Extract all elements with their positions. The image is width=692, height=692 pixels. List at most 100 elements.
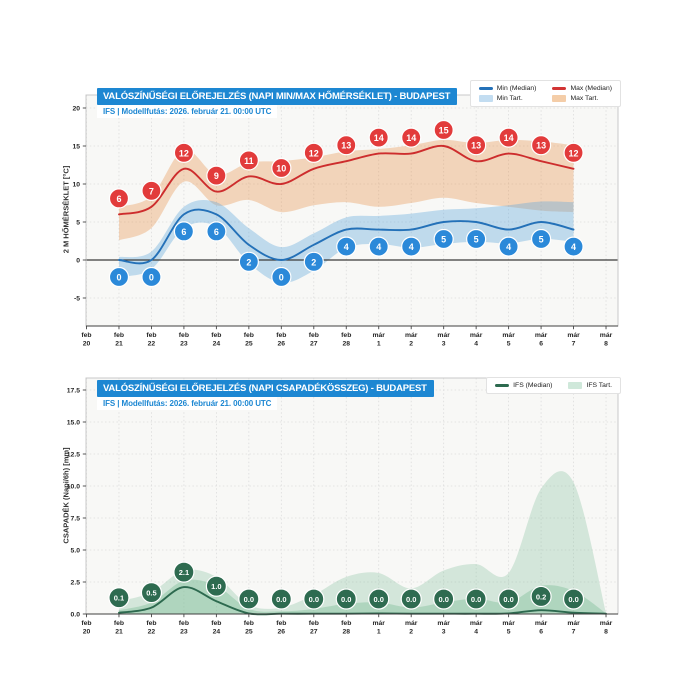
max-median-bubble <box>466 135 487 156</box>
svg-text:17.5: 17.5 <box>67 387 80 394</box>
ifs-median-bubble <box>205 575 227 597</box>
max-median-line-swatch <box>552 87 567 90</box>
min-median-bubble <box>271 266 292 288</box>
max-median-bubble-value: 14 <box>504 133 514 143</box>
min-tart-band-swatch <box>478 95 493 102</box>
max-median-bubble <box>108 188 130 209</box>
max-median-bubble-value: 12 <box>309 148 319 158</box>
ifs-median-bubble <box>498 588 520 610</box>
max-median-bubble-value: 13 <box>341 141 351 151</box>
max-median-bubble-value: 12 <box>179 148 189 158</box>
ifs-median-bubble <box>303 588 325 610</box>
max-median-bubble-value: 10 <box>276 164 286 174</box>
temperature-chart-title: VALÓSZÍNŰSÉGI ELŐREJELZÉS (NAPI MIN/MAX … <box>97 88 458 105</box>
min-median-line <box>118 208 575 265</box>
svg-text:12.5: 12.5 <box>67 451 80 458</box>
min-median-bubble <box>336 236 357 257</box>
max-median-bubble <box>401 127 422 148</box>
min-median-bubble-value: 0 <box>279 273 284 283</box>
legend-item-ifs-tart: IFS Tart. <box>568 382 612 389</box>
max-median-bubble <box>141 180 162 201</box>
ifs-median-bubble-value: 0.0 <box>471 595 481 604</box>
gridlines <box>86 378 618 615</box>
max-median-bubble-value: 13 <box>471 141 481 151</box>
precipitation-ylabel: CSAPADÉK (Napi/6h) [mm] <box>61 447 71 544</box>
max-median-bubble <box>563 142 584 163</box>
ifs-median-bubble <box>238 588 260 610</box>
legend-item-max-tart: Max Tart. <box>552 95 612 102</box>
legend-label: IFS Tart. <box>586 382 612 389</box>
temperature-chart-subtitle: IFS | Modellfutás: 2026. február 21. 00:… <box>97 104 278 118</box>
ifs-median-bubble-value: 2.1 <box>179 568 189 577</box>
legend-label: IFS (Median) <box>513 382 553 389</box>
ifs-median-bubble <box>173 561 195 583</box>
min-median-bubble <box>368 236 389 257</box>
min-median-bubble-value: 4 <box>376 242 381 252</box>
ifs-median-bubble <box>465 588 487 610</box>
x-axis: feb 20 feb 21 feb 22 feb 23 feb 24 feb 25 feb 26 feb 27… <box>81 326 613 348</box>
ifs-median-bubble-value: 0.1 <box>114 594 124 603</box>
min-median-bubble <box>173 221 195 242</box>
ifs-median-bubble-value: 0.0 <box>244 595 254 604</box>
max-median-bubble <box>238 150 259 171</box>
max-median-bubble-value: 7 <box>149 186 154 196</box>
ifs-median-bubble <box>562 588 585 610</box>
max-median-bubble <box>206 165 227 186</box>
min-median-bubble-value: 4 <box>344 242 349 252</box>
min-median-bubble <box>466 228 487 250</box>
min-median-bubble-value: 2 <box>311 257 316 267</box>
legend-item-min-tart: Min Tart. <box>478 95 537 102</box>
precipitation-chart-header: VALÓSZÍNŰSÉGI ELŐREJELZÉS (NAPI CSAPADÉK… <box>97 379 434 410</box>
legend-item-min-median: Min (Median) <box>478 85 536 92</box>
min-median-bubble <box>401 236 422 257</box>
max-median-bubble <box>303 142 324 163</box>
temperature-legend: Min (Median) Max (Median) Min Tart. Max … <box>469 80 621 107</box>
ifs-median-bubble <box>270 588 292 610</box>
min-median-line-swatch <box>478 87 493 90</box>
min-median-bubble <box>530 228 552 250</box>
ifs-median-bubble <box>368 588 390 610</box>
min-median-bubble-value: 6 <box>181 227 186 237</box>
svg-text:0.0: 0.0 <box>71 611 81 618</box>
svg-text:15: 15 <box>72 143 80 150</box>
plot-background <box>86 95 618 326</box>
max-median-bubble-value: 9 <box>214 171 219 181</box>
ifs-tart-outer-band <box>119 471 606 614</box>
min-median-bubble-value: 4 <box>409 242 414 252</box>
svg-text:10: 10 <box>72 181 80 188</box>
max-median-bubble <box>433 119 454 141</box>
ifs-median-bubble-value: 0.0 <box>276 595 286 604</box>
ifs-median-bubble <box>400 588 422 610</box>
svg-text:0: 0 <box>76 257 80 264</box>
max-median-bubble-value: 14 <box>406 133 416 143</box>
precipitation-chart-subtitle: IFS | Modellfutás: 2026. február 21. 00:… <box>97 396 278 410</box>
min-median-bubble-value: 2 <box>246 257 251 267</box>
ifs-tart-band-swatch <box>568 382 583 389</box>
legend-label: Min Tart. <box>496 95 523 102</box>
max-median-bubble-value: 12 <box>569 148 579 158</box>
max-median-bubble <box>336 135 357 156</box>
min-median-value-bubbles: 0 0 6 6 2 0 2 4 4 4 5 5 4 5 4 <box>108 221 584 288</box>
max-tart-band-swatch <box>552 95 567 102</box>
max-median-bubble-value: 15 <box>439 126 449 136</box>
precipitation-chart: feb 20 feb 21 feb 22 feb 23 feb 24 feb 25 feb 26 feb 27… <box>67 377 619 636</box>
